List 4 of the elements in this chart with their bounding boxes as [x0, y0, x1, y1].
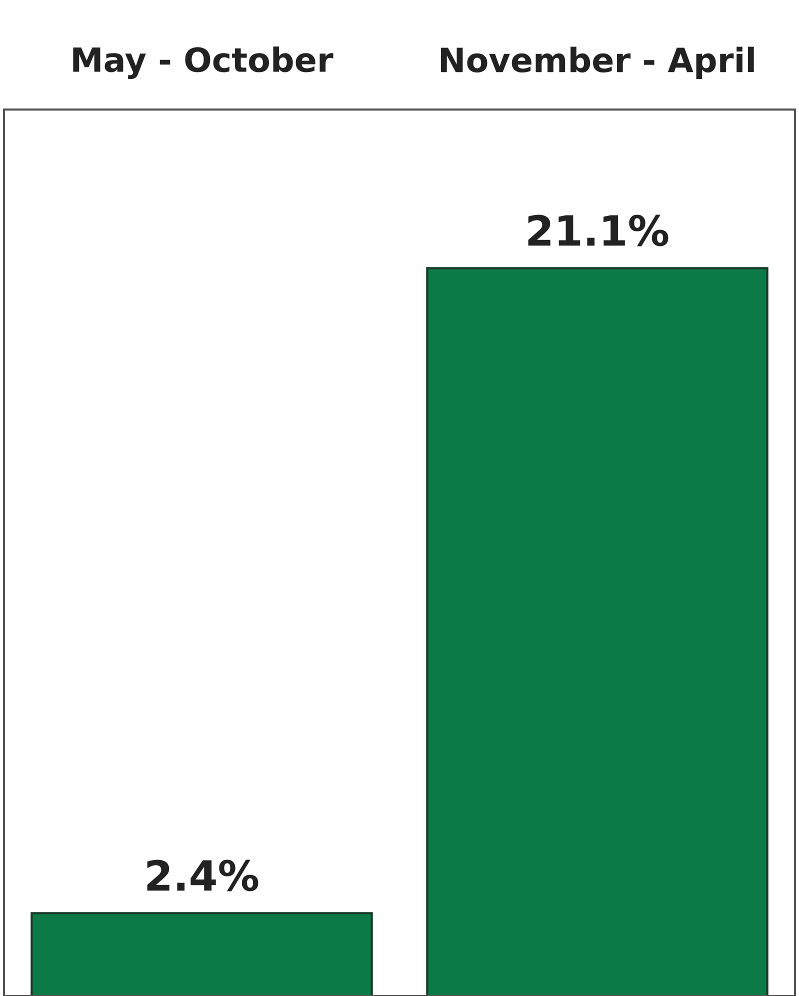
x-tick-label: November - April — [440, 46, 754, 80]
x-tick-label: May - October — [73, 46, 334, 80]
data-label: 2.4% — [147, 860, 258, 892]
data-label: 21.1% — [528, 214, 668, 246]
